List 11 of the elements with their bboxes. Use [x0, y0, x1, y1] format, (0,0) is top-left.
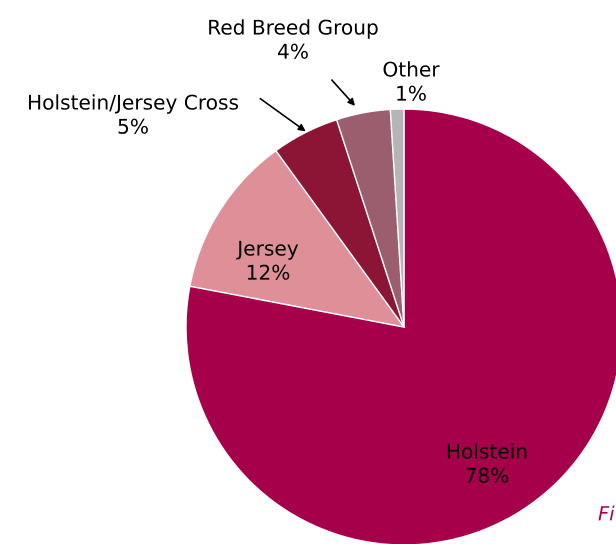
slice-label: Red Breed Group — [209, 19, 378, 39]
slice-label: Other — [384, 61, 440, 77]
slice-label: Holstein — [448, 443, 526, 459]
data-label: 5% — [118, 118, 148, 134]
text: Fi — [598, 506, 614, 520]
data-label: 4% — [278, 44, 308, 59]
slice-label: Holstein/Jersey Cross — [28, 94, 238, 114]
data-label: 78% — [466, 468, 508, 483]
data-label: 1% — [397, 86, 426, 101]
data-label: 12% — [248, 264, 290, 280]
slice-label: Jersey — [236, 240, 298, 260]
